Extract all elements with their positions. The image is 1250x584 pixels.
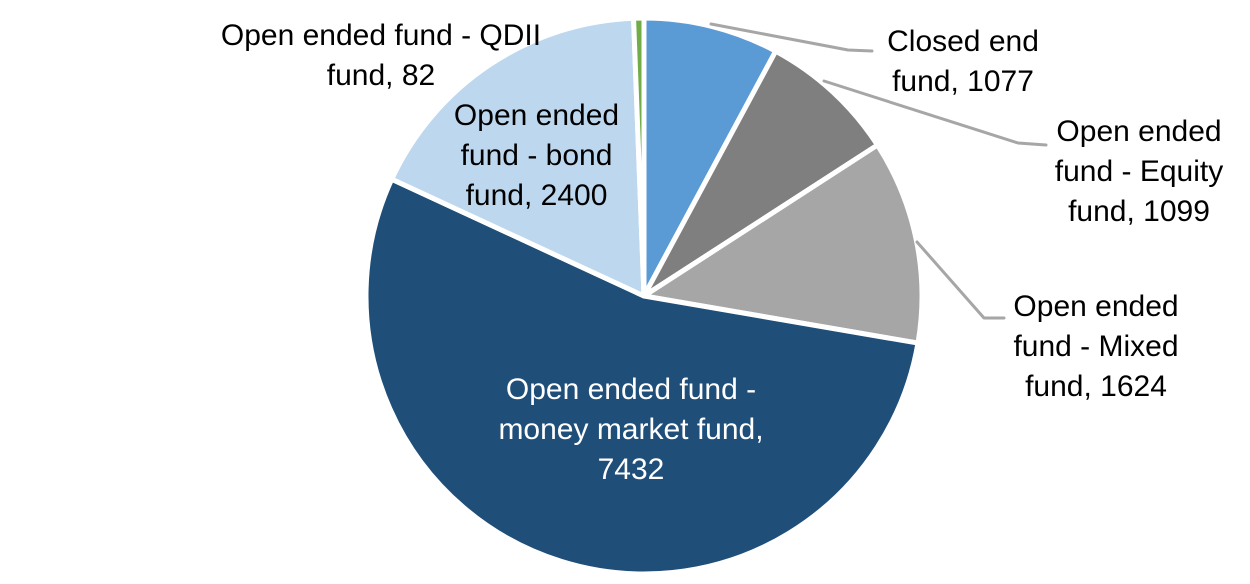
pie-slice-open-ended-fund-mixed-fund <box>641 142 925 346</box>
data-label-open-ended-fund-mixed-fund: Open ended fund - Mixed fund, 1624 <box>1013 290 1179 403</box>
data-label-open-ended-fund-equity-fund: Open ended fund - Equity fund, 1099 <box>1054 115 1224 228</box>
leader-line-closed-end-fund <box>709 22 874 53</box>
data-label-open-ended-fund-bond-fund: Open ended fund - bond fund, 2400 <box>453 99 620 212</box>
pie-slice-closed-end-fund <box>641 15 779 299</box>
pie-slice-open-ended-fund-equity-fund <box>641 48 880 299</box>
data-label-open-ended-fund-qdii-fund: Open ended fund - QDII fund, 82 <box>220 19 542 92</box>
pie-slice-open-ended-fund-qdii-fund <box>631 15 647 299</box>
pie-slice-open-ended-fund-bond-fund <box>389 15 647 299</box>
leader-line-open-ended-fund-mixed-fund <box>915 240 1006 320</box>
leader-line-open-ended-fund-equity-fund <box>822 79 1048 147</box>
data-label-open-ended-fund-money-market-fund: Open ended fund - money market fund, 743… <box>498 373 764 486</box>
pie-slice-open-ended-fund-money-market-fund <box>363 176 921 577</box>
data-label-closed-end-fund: Closed end fund, 1077 <box>887 25 1039 98</box>
